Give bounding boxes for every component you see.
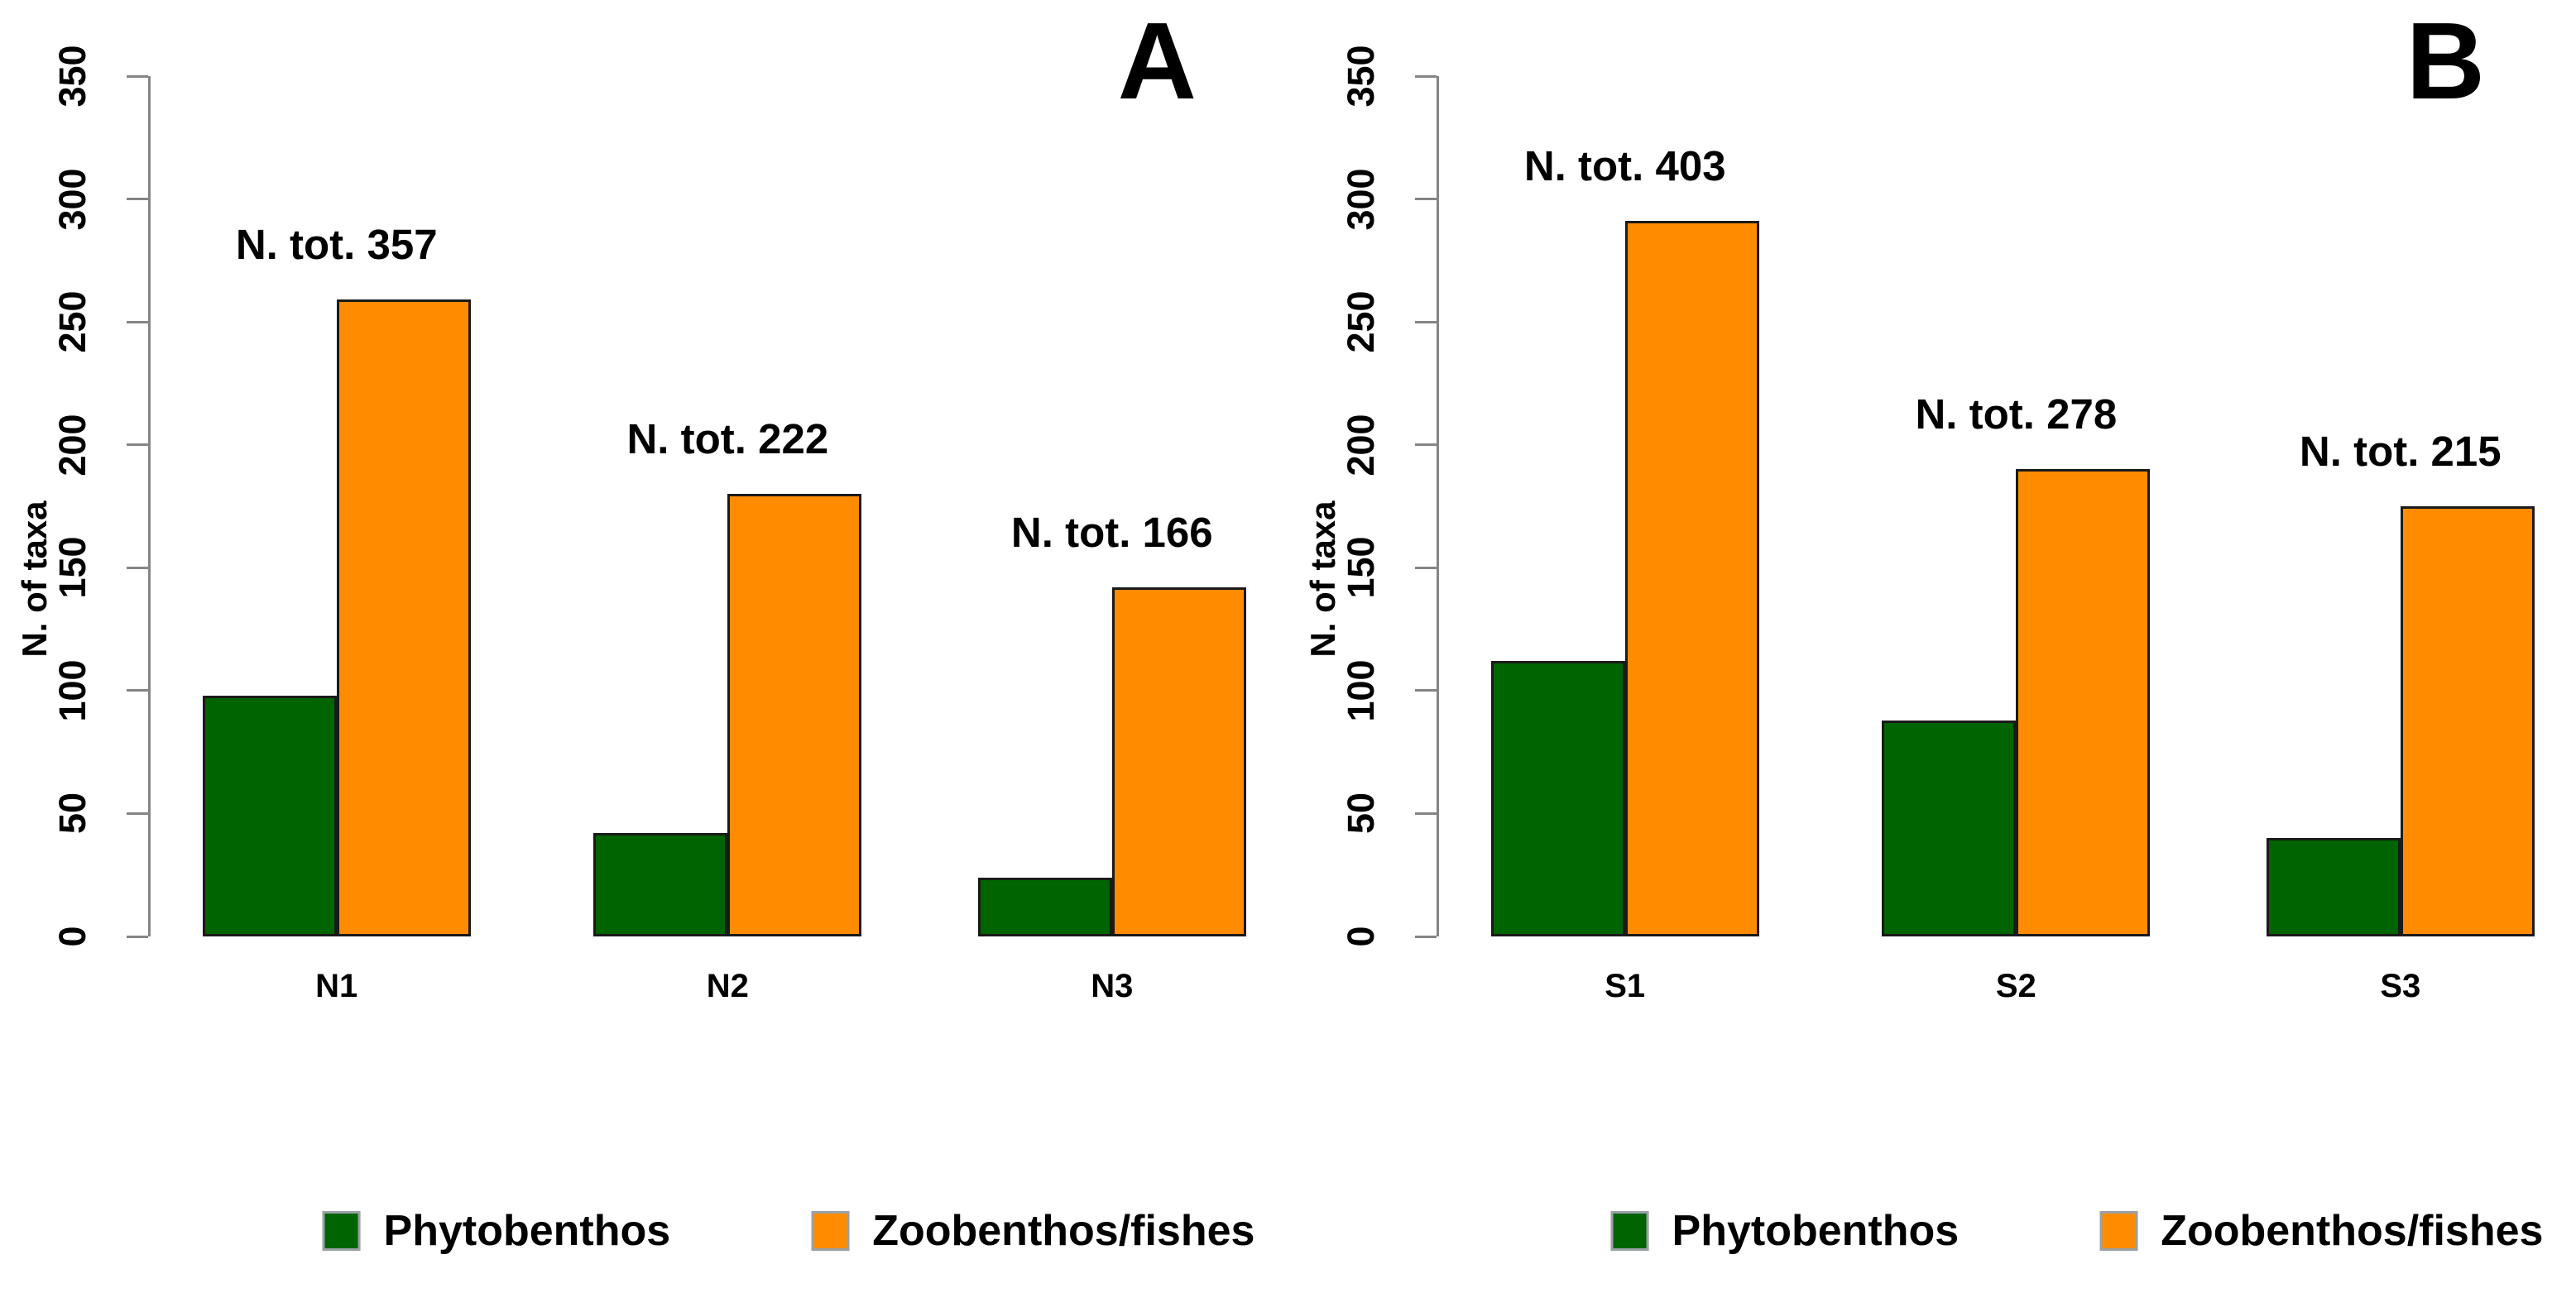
legend: Phytobenthos Zoobenthos/fishes xyxy=(322,1207,1254,1255)
x-category-label-n1: N1 xyxy=(315,968,358,1004)
legend-swatch-phytobenthos xyxy=(322,1211,361,1251)
bar-phytobenthos-s3 xyxy=(2266,838,2401,936)
y-axis-tick-label: 0 xyxy=(1340,926,1382,947)
legend-item-zoobenthos-fishes: Zoobenthos/fishes xyxy=(2099,1209,2543,1252)
y-axis-tick xyxy=(1415,935,1437,938)
total-taxa-label-s2: N. tot. 278 xyxy=(1915,390,2118,438)
x-category-label-n2: N2 xyxy=(706,968,749,1004)
y-axis-tick-label: 100 xyxy=(1340,659,1382,722)
y-axis-tick xyxy=(127,935,148,938)
y-axis-tick xyxy=(1415,689,1437,692)
legend-swatch-phytobenthos xyxy=(1610,1211,1649,1251)
legend-label-zoobenthos-fishes: Zoobenthos/fishes xyxy=(2161,1207,2544,1255)
y-axis-tick xyxy=(1415,74,1437,78)
legend-swatch-zoobenthos-fishes xyxy=(2099,1211,2138,1251)
bar-zoobenthos-fishes-s1 xyxy=(1624,221,1759,936)
y-axis-tick xyxy=(127,320,148,323)
y-axis-tick xyxy=(127,198,148,201)
x-category-label-s1: S1 xyxy=(1605,968,1646,1004)
y-axis-tick xyxy=(1415,198,1437,201)
y-axis-tick-label: 250 xyxy=(1340,290,1382,353)
bar-phytobenthos-n1 xyxy=(202,695,337,936)
legend-item-zoobenthos-fishes: Zoobenthos/fishes xyxy=(811,1209,1254,1252)
y-axis-line xyxy=(148,76,151,936)
y-axis-tick-label: 100 xyxy=(51,659,94,722)
y-axis-tick xyxy=(127,812,148,815)
y-axis-tick xyxy=(127,566,148,569)
panel-a-label: A xyxy=(1117,0,1197,122)
y-axis-tick xyxy=(1415,443,1437,447)
bar-zoobenthos-fishes-n3 xyxy=(1111,587,1246,936)
y-axis-title: N. of taxa xyxy=(1303,500,1342,658)
panel-a: A N. of taxa 0 50 100 150 200 250 300 350 N. tot… xyxy=(15,0,1254,1255)
y-axis-tick-label: 0 xyxy=(51,926,94,947)
y-axis-tick xyxy=(127,443,148,447)
x-category-label-s2: S2 xyxy=(1995,968,2036,1004)
y-axis-tick xyxy=(1415,812,1437,815)
bar-zoobenthos-fishes-s3 xyxy=(2400,506,2535,936)
total-taxa-label-s1: N. tot. 403 xyxy=(1523,142,1726,190)
legend: Phytobenthos Zoobenthos/fishes xyxy=(1610,1207,2543,1255)
bar-phytobenthos-s1 xyxy=(1490,661,1625,936)
bar-zoobenthos-fishes-s2 xyxy=(2016,469,2151,936)
y-axis-tick-label: 300 xyxy=(51,168,94,231)
total-taxa-label-n1: N. tot. 357 xyxy=(235,221,438,269)
y-axis-tick-label: 200 xyxy=(51,414,94,476)
y-axis-tick xyxy=(127,689,148,692)
y-axis-tick-label: 350 xyxy=(51,45,94,108)
bar-phytobenthos-s2 xyxy=(1882,720,2017,936)
panel-b: B N. of taxa 0 50 100 150 200 250 300 350 N. tot… xyxy=(1288,0,2576,1312)
y-axis-tick xyxy=(1415,566,1437,569)
legend-label-phytobenthos: Phytobenthos xyxy=(1672,1207,1960,1255)
y-axis-tick xyxy=(1415,320,1437,323)
total-taxa-label-n2: N. tot. 222 xyxy=(626,415,829,463)
bar-phytobenthos-n2 xyxy=(593,833,728,936)
legend-swatch-zoobenthos-fishes xyxy=(811,1211,850,1251)
y-axis-tick-label: 250 xyxy=(51,290,94,353)
y-axis-tick-label: 150 xyxy=(51,536,94,599)
legend-label-phytobenthos: Phytobenthos xyxy=(383,1207,671,1255)
panel-b-label: B xyxy=(2406,0,2485,122)
y-axis-tick-label: 150 xyxy=(1340,536,1382,599)
bar-zoobenthos-fishes-n1 xyxy=(336,299,471,936)
y-axis-tick-label: 300 xyxy=(1340,168,1382,231)
legend-item-phytobenthos: Phytobenthos xyxy=(1610,1207,1960,1255)
y-axis-title: N. of taxa xyxy=(15,500,54,658)
y-axis-tick-label: 50 xyxy=(1340,792,1382,835)
y-axis-tick-label: 200 xyxy=(1340,414,1382,476)
total-taxa-label-s3: N. tot. 215 xyxy=(2299,428,2502,475)
bar-phytobenthos-n3 xyxy=(977,877,1112,936)
bar-zoobenthos-fishes-n2 xyxy=(727,494,862,936)
y-axis-line xyxy=(1437,76,1439,936)
x-category-label-s3: S3 xyxy=(2380,968,2421,1004)
x-category-label-n3: N3 xyxy=(1091,968,1134,1004)
total-taxa-label-n3: N. tot. 166 xyxy=(1010,509,1213,557)
y-axis-tick xyxy=(127,74,148,78)
y-axis-tick-label: 50 xyxy=(51,792,94,835)
legend-item-phytobenthos: Phytobenthos xyxy=(322,1207,671,1255)
y-axis-tick-label: 350 xyxy=(1340,45,1382,108)
legend-label-zoobenthos-fishes: Zoobenthos/fishes xyxy=(872,1207,1255,1255)
